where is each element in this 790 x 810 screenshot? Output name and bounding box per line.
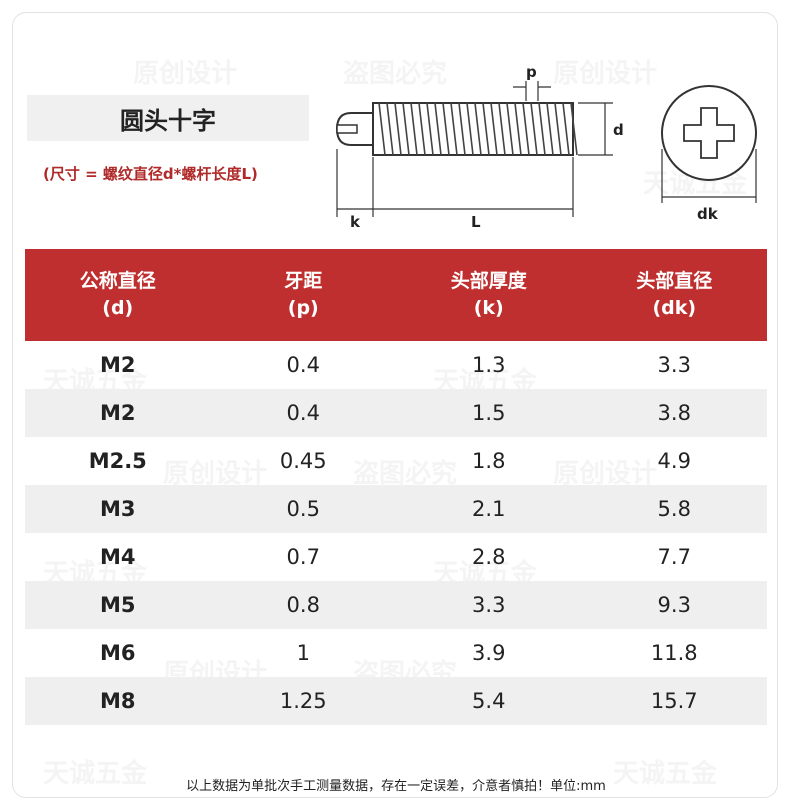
- size-formula: (尺寸 = 螺纹直径d*螺杆长度L): [43, 165, 258, 183]
- thread-line: [530, 102, 538, 156]
- table-row: M2 0.4 1.5 3.8: [25, 389, 767, 437]
- table-cell: 5.8: [657, 497, 691, 521]
- table-row: M4 0.7 2.8 7.7: [25, 533, 767, 581]
- table-cell: 0.45: [279, 449, 327, 473]
- measurement-note: 以上数据为单批次手工测量数据，存在一定误差，介意者慎拍！单位:mm: [186, 779, 606, 794]
- diagram-label-k: k: [350, 213, 361, 228]
- table-row: M6 1 3.9 11.8: [25, 629, 767, 677]
- column-header-symbol: (k): [473, 297, 504, 319]
- table-cell: 0.4: [286, 353, 320, 377]
- thread-line: [426, 102, 434, 156]
- thread-line: [466, 102, 474, 156]
- thread-line: [506, 102, 514, 156]
- table-cell: M5: [99, 593, 136, 617]
- table-cell: 9.3: [657, 593, 691, 617]
- thread-line: [490, 102, 498, 156]
- thread-line: [450, 102, 458, 156]
- table-cell: 0.8: [286, 593, 320, 617]
- spec-card: 原创设计 盗图必究 原创设计 天诚五金 天诚五金 天诚五金 原创设计 盗图必究 …: [12, 12, 778, 798]
- diagram-label-dk: dk: [697, 205, 719, 223]
- thread-line: [546, 102, 554, 156]
- table-row: M2 0.4 1.3 3.3: [25, 341, 767, 389]
- screw-diagram: p d k L dk: [335, 63, 757, 228]
- thread-line: [514, 102, 522, 156]
- table-cell: 15.7: [650, 689, 698, 713]
- thread-lines: [378, 102, 578, 156]
- thread-line: [402, 102, 410, 156]
- thread-line: [434, 102, 442, 156]
- table-row: M5 0.8 3.3 9.3: [25, 581, 767, 629]
- table-body: M2 0.4 1.3 3.3 M2 0.4 1.5 3.8 M2.5 0.45 1.8 4.9 M3 0.…: [25, 341, 767, 725]
- table-cell: M6: [99, 641, 136, 665]
- table-cell: 7.7: [657, 545, 691, 569]
- table-cell: 1.5: [472, 401, 506, 425]
- table-cell: M3: [99, 497, 136, 521]
- table-cell: 3.3: [657, 353, 691, 377]
- table-cell: 0.5: [286, 497, 320, 521]
- table-row: M2.5 0.45 1.8 4.9: [25, 437, 767, 485]
- table-row: M3 0.5 2.1 5.8: [25, 485, 767, 533]
- column-header-name: 头部直径: [636, 270, 713, 292]
- column-header-name: 牙距: [284, 270, 323, 292]
- table-cell: 4.9: [657, 449, 691, 473]
- screw-head-slot: [336, 124, 358, 134]
- table-cell: M2: [99, 353, 136, 377]
- column-header: 头部厚度 (k): [396, 268, 582, 322]
- product-title: 圆头十字: [27, 95, 309, 141]
- table-cell: 1.8: [472, 449, 506, 473]
- phillips-cross-icon: [683, 107, 735, 159]
- thread-line: [386, 102, 394, 156]
- column-header-symbol: (dk): [652, 297, 697, 319]
- table-cell: 2.8: [472, 545, 506, 569]
- thread-line: [458, 102, 466, 156]
- table-cell: 5.4: [472, 689, 506, 713]
- thread-line: [482, 102, 490, 156]
- column-header-name: 公称直径: [79, 270, 156, 292]
- thread-line: [570, 102, 578, 156]
- table-cell: M2.5: [88, 449, 147, 473]
- column-header: 头部直径 (dk): [582, 268, 768, 322]
- spec-table: 公称直径 (d) 牙距 (p) 头部厚度 (k) 头部直径 (dk) M2 0.4 1.3 3.3 M…: [25, 249, 767, 725]
- table-cell: 0.4: [286, 401, 320, 425]
- thread-line: [418, 102, 426, 156]
- thread-line: [378, 102, 386, 156]
- column-header: 牙距 (p): [211, 268, 397, 322]
- screw-shank: [372, 102, 574, 156]
- diagram-label-p: p: [526, 63, 537, 81]
- table-cell: 1.3: [472, 353, 506, 377]
- thread-line: [554, 102, 562, 156]
- thread-line: [442, 102, 450, 156]
- table-cell: M8: [99, 689, 136, 713]
- table-row: M8 1.25 5.4 15.7: [25, 677, 767, 725]
- table-cell: 1.25: [279, 689, 327, 713]
- table-cell: 3.3: [472, 593, 506, 617]
- diagram-label-d: d: [613, 121, 624, 139]
- table-header: 公称直径 (d) 牙距 (p) 头部厚度 (k) 头部直径 (dk): [25, 249, 767, 341]
- table-cell: 11.8: [650, 641, 698, 665]
- column-header-name: 头部厚度: [450, 270, 527, 292]
- thread-line: [498, 102, 506, 156]
- table-cell: 3.8: [657, 401, 691, 425]
- table-cell: 2.1: [472, 497, 506, 521]
- table-cell: 3.9: [472, 641, 506, 665]
- table-cell: 0.7: [286, 545, 320, 569]
- thread-line: [410, 102, 418, 156]
- table-cell: M4: [99, 545, 136, 569]
- column-header: 公称直径 (d): [25, 268, 211, 322]
- thread-line: [394, 102, 402, 156]
- diagram-label-L: L: [471, 213, 481, 228]
- table-cell: 1: [296, 641, 310, 665]
- column-header-symbol: (d): [102, 297, 134, 319]
- thread-line: [562, 102, 570, 156]
- watermark: 原创设计: [133, 59, 238, 89]
- table-cell: M2: [99, 401, 136, 425]
- column-header-symbol: (p): [287, 297, 319, 319]
- thread-line: [474, 102, 482, 156]
- thread-line: [538, 102, 546, 156]
- thread-line: [522, 102, 530, 156]
